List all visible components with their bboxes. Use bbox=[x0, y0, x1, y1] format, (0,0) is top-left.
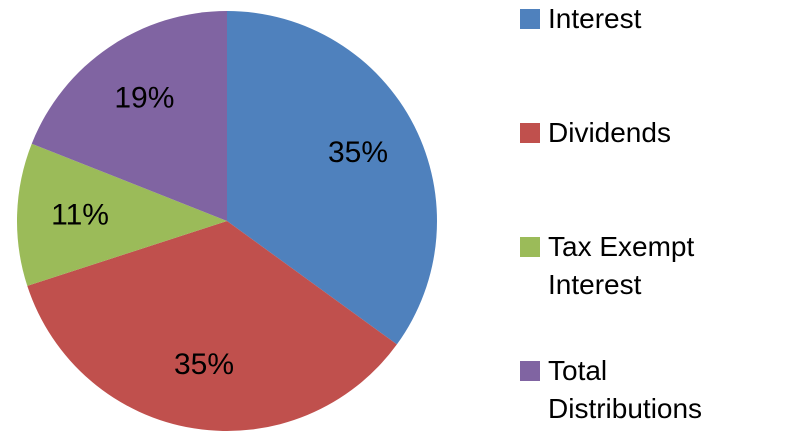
pie-slice bbox=[31, 11, 228, 221]
legend-swatch bbox=[520, 123, 540, 143]
legend-label: Interest bbox=[548, 3, 642, 34]
data-label: 35% bbox=[328, 136, 388, 169]
pie-slice bbox=[27, 221, 397, 431]
pie-slice bbox=[227, 11, 438, 345]
legend-label: Total Distributions bbox=[548, 355, 703, 424]
data-label: 19% bbox=[114, 81, 174, 114]
legend-item: Tax Exempt Interest bbox=[520, 228, 753, 304]
legend-swatch bbox=[520, 361, 540, 381]
legend-item: Interest bbox=[520, 0, 753, 38]
legend-item: Total Distributions bbox=[520, 352, 753, 428]
legend-swatch bbox=[520, 237, 540, 257]
legend-label: Tax Exempt Interest bbox=[548, 231, 695, 300]
pie-slice bbox=[17, 143, 228, 286]
data-label: 11% bbox=[51, 198, 109, 231]
data-label: 35% bbox=[174, 348, 234, 381]
legend-swatch bbox=[520, 9, 540, 29]
legend-label: Dividends bbox=[548, 117, 671, 148]
legend-item: Dividends bbox=[520, 114, 753, 152]
chart: 35% 35% 11% 19% bbox=[17, 11, 438, 431]
